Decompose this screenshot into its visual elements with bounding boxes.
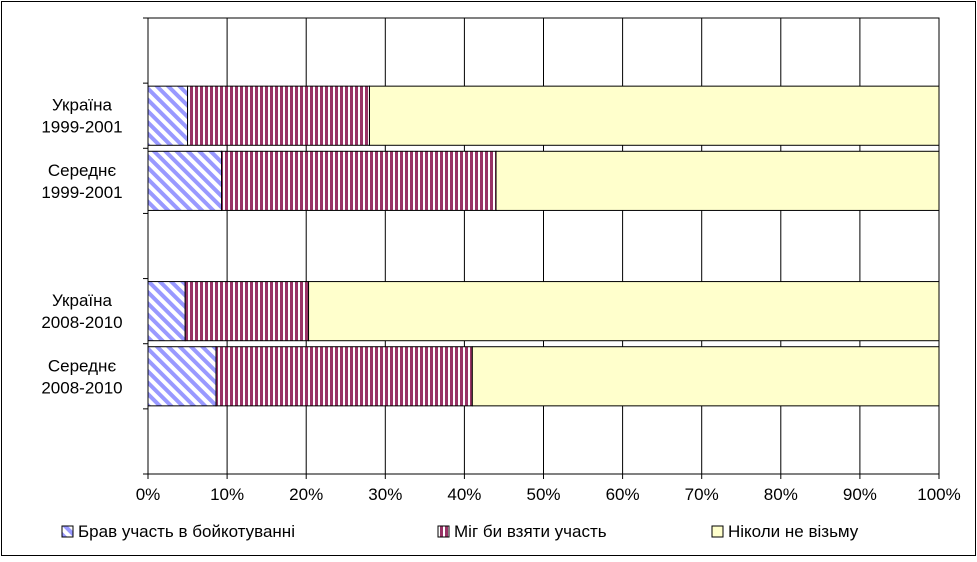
legend-label: Міг би взяти участь [454,522,607,541]
legend-swatch [61,525,74,538]
bar-segment [147,85,189,146]
legend-label: Брав участь в бойкотуванні [78,522,295,541]
x-tick-label: 50% [526,485,560,504]
bar-segment [187,85,370,146]
x-tick-label: 0% [136,485,161,504]
legend-swatch [711,525,724,538]
legend-label: Ніколи не візьму [728,522,859,541]
bar-segment [215,346,473,407]
x-tick-label: 80% [764,485,798,504]
bar-segment [471,346,940,407]
x-tick-label: 60% [606,485,640,504]
legend-swatch [437,525,450,538]
bar-segment [184,281,310,342]
category-label-line1: Україна [52,96,112,115]
category-label-line1: Україна [52,291,112,310]
axes [143,17,940,479]
category-label-line1: Середнє [48,161,117,180]
x-tick-label: 40% [447,485,481,504]
x-tick-label: 30% [368,485,402,504]
legend: Брав участь в бойкотуванні Міг би взяти у… [61,522,859,541]
x-tick-label: 90% [843,485,877,504]
x-tick-label: 100% [917,485,960,504]
x-tick-label: 20% [289,485,323,504]
category-label-line2: 2008-2010 [41,313,122,332]
bar-segment [147,346,217,407]
x-tick-labels: 0% 10% 20% 30% 40% 50% 60% 70% 80% 90% 100% [136,485,961,504]
bar-segment [147,281,186,342]
bars [147,85,940,407]
bar-segment [147,150,223,211]
category-label-line2: 1999-2001 [41,183,122,202]
bar-segment [368,85,940,146]
bar-segment [308,281,940,342]
x-tick-label: 70% [685,485,719,504]
bar-segment [495,150,940,211]
bar-segment [221,150,497,211]
category-label-line1: Середнє [48,356,117,375]
category-labels: Україна 1999-2001 Середнє 1999-2001 Україна 2… [41,96,122,398]
category-label-line2: 1999-2001 [41,118,122,137]
x-tick-label: 10% [210,485,244,504]
category-label-line2: 2008-2010 [41,378,122,397]
